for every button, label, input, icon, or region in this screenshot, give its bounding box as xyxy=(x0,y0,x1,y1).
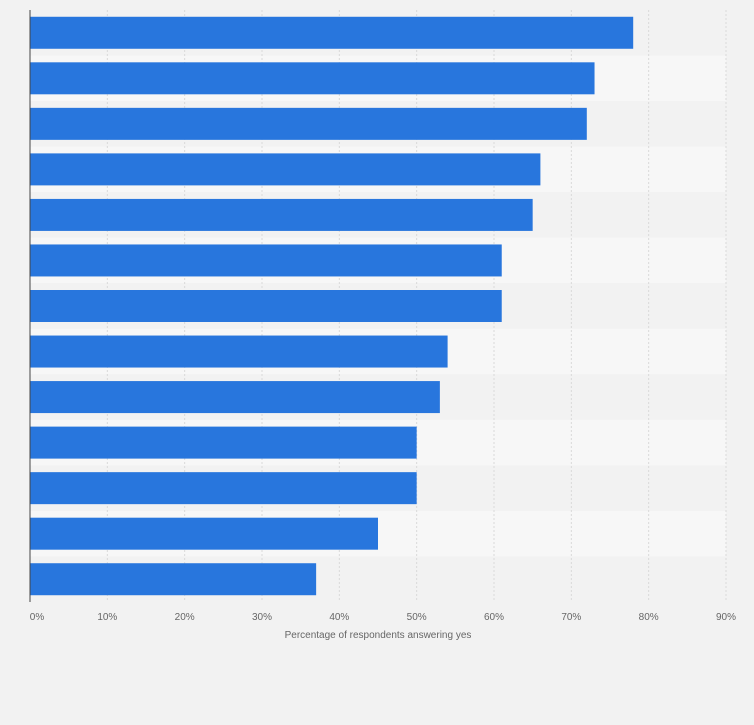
x-tick-label: 30% xyxy=(252,612,272,623)
bar[interactable] xyxy=(30,198,533,231)
x-tick-label: 50% xyxy=(407,612,427,623)
x-tick-label: 0% xyxy=(30,612,45,623)
x-axis-label: Percentage of respondents answering yes xyxy=(285,630,472,641)
bar[interactable] xyxy=(30,426,417,459)
x-tick-label: 20% xyxy=(175,612,195,623)
bar[interactable] xyxy=(30,472,417,505)
bar[interactable] xyxy=(30,107,587,140)
x-tick-label: 90% xyxy=(716,612,736,623)
bar[interactable] xyxy=(30,381,440,414)
x-tick-label: 80% xyxy=(639,612,659,623)
x-tick-label: 60% xyxy=(484,612,504,623)
bar[interactable] xyxy=(30,290,502,322)
bar[interactable] xyxy=(30,517,378,550)
bars xyxy=(30,16,634,596)
bar[interactable] xyxy=(30,16,634,49)
bar[interactable] xyxy=(30,563,317,596)
x-tick-label: 40% xyxy=(329,612,349,623)
bar[interactable] xyxy=(30,62,595,95)
bar[interactable] xyxy=(30,153,541,186)
x-tick-label: 10% xyxy=(97,612,117,623)
bar[interactable] xyxy=(30,244,502,277)
x-tick-label: 70% xyxy=(561,612,581,623)
x-axis-ticks: 0% 10% 20% 30% 40% 50% 60% 70% 80% 90% xyxy=(30,612,736,623)
bar[interactable] xyxy=(30,335,448,368)
